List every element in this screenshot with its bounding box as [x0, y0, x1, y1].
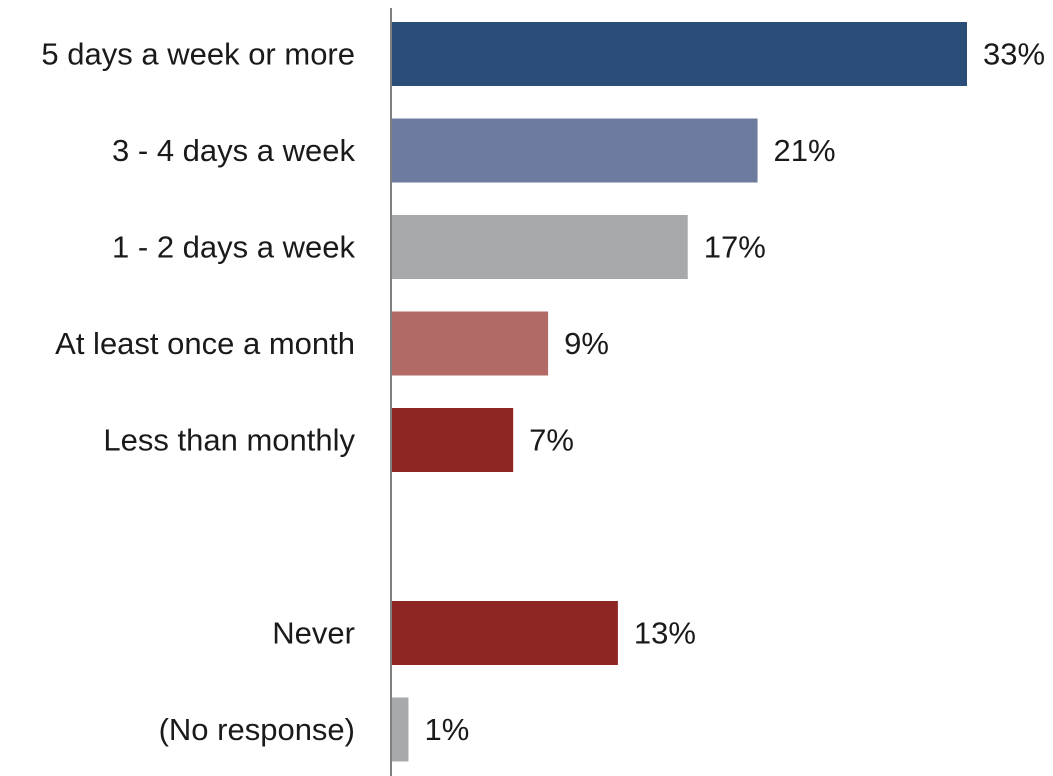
category-label-4: Less than monthly [103, 423, 355, 458]
value-label-3: 9% [564, 326, 609, 361]
labels-layer: 5 days a week or more 33% 3 - 4 days a wee… [41, 37, 1045, 748]
value-label-5: 13% [634, 616, 696, 651]
value-label-6: 1% [424, 712, 469, 747]
bar-4 [391, 408, 514, 472]
bar-0 [391, 22, 967, 86]
value-label-2: 17% [704, 230, 766, 265]
value-label-4: 7% [529, 423, 574, 458]
category-label-5: Never [272, 616, 355, 651]
category-label-0: 5 days a week or more [41, 37, 355, 72]
category-label-3: At least once a month [55, 326, 355, 361]
bars-layer [391, 22, 967, 762]
category-label-6: (No response) [159, 712, 355, 747]
bar-3 [391, 311, 549, 376]
bar-5 [391, 601, 618, 665]
bar-1 [391, 118, 758, 183]
category-label-1: 3 - 4 days a week [112, 133, 355, 168]
value-label-0: 33% [983, 37, 1045, 72]
category-label-2: 1 - 2 days a week [112, 230, 355, 265]
bar-6 [391, 697, 409, 762]
value-label-1: 21% [774, 133, 836, 168]
bar-2 [391, 215, 688, 279]
